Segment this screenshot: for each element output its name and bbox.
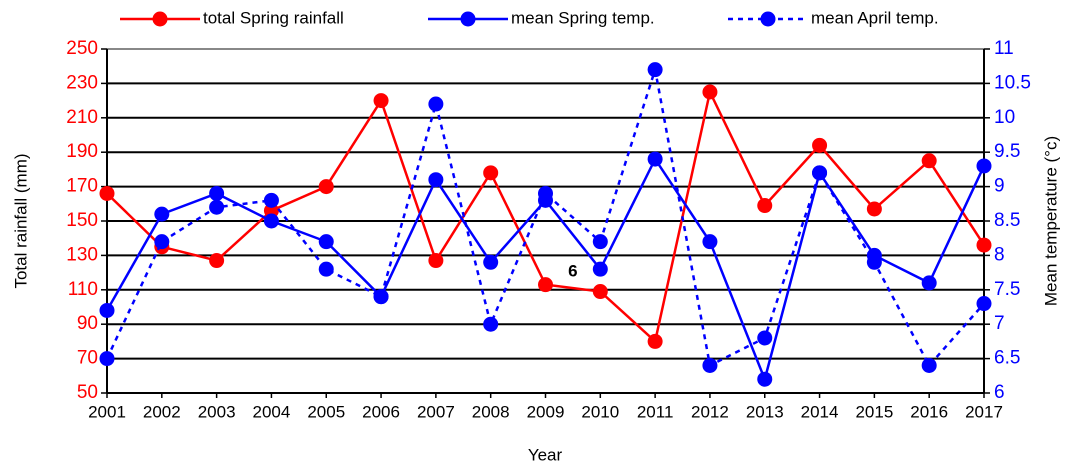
data-point: [209, 253, 225, 269]
y-tick-label: 210: [66, 107, 98, 128]
x-tick-label: 2002: [143, 402, 181, 421]
y2-tick-label: 6: [994, 382, 1005, 403]
data-point: [99, 185, 115, 201]
x-tick-label: 2010: [581, 402, 619, 421]
data-point: [757, 198, 773, 214]
data-point: [154, 234, 170, 250]
data-point: [592, 234, 608, 250]
data-point: [757, 371, 773, 387]
data-point: [757, 330, 773, 346]
data-point: [318, 234, 334, 250]
data-point: [483, 316, 499, 332]
data-point: [538, 277, 553, 293]
y-tick-label: 190: [66, 141, 98, 162]
data-point: [647, 62, 663, 78]
x-tick-label: 2011: [637, 402, 674, 421]
y-tick-label: 170: [66, 176, 98, 197]
y2-tick-label: 8: [994, 244, 1005, 265]
x-tick-label: 2015: [855, 402, 893, 421]
data-point: [921, 275, 937, 291]
x-tick-label: 2017: [965, 402, 1003, 421]
data-point: [99, 302, 115, 318]
data-point: [702, 84, 718, 100]
data-point: [976, 296, 992, 312]
y2-tick-label: 7.5: [994, 279, 1020, 300]
data-point: [263, 192, 279, 208]
data-point: [428, 96, 444, 112]
data-point: [866, 201, 882, 217]
x-tick-label: 2007: [417, 402, 455, 421]
data-point: [647, 151, 663, 167]
data-point: [702, 357, 718, 373]
y2-tick-label: 6.5: [994, 348, 1020, 369]
data-point: [647, 333, 663, 349]
data-point: [263, 203, 279, 219]
x-tick-label: 2003: [198, 402, 236, 421]
data-point: [866, 254, 882, 270]
legend-label: mean April temp.: [811, 8, 939, 27]
data-point: [428, 172, 444, 188]
data-point: [483, 165, 499, 181]
y-tick-label: 50: [77, 382, 98, 403]
legend-label: mean Spring temp.: [511, 8, 655, 27]
data-point: [592, 261, 608, 277]
x-tick-label: 2013: [746, 402, 784, 421]
data-point: [592, 284, 608, 300]
data-point: [318, 261, 334, 277]
y-tick-label: 230: [66, 72, 98, 93]
x-tick-label: 2012: [691, 402, 729, 421]
data-point: [483, 254, 499, 270]
legend-marker: [760, 11, 776, 27]
data-point: [318, 179, 334, 195]
data-point: [209, 185, 225, 201]
legend-marker: [460, 11, 476, 27]
data-point: [99, 351, 115, 367]
y-tick-label: 150: [66, 210, 98, 231]
data-point: [538, 185, 553, 201]
annotation: 6: [568, 261, 577, 280]
y2-tick-label: 10.5: [994, 72, 1031, 93]
y2-tick-label: 11: [994, 38, 1014, 59]
y-axis-label: Total rainfall (mm): [11, 153, 30, 288]
y-tick-label: 130: [66, 244, 98, 265]
legend-label: total Spring rainfall: [203, 8, 344, 27]
series-line: [105, 69, 985, 368]
data-point: [154, 206, 170, 222]
y2-tick-label: 10: [994, 107, 1015, 128]
y-tick-label: 110: [68, 279, 98, 300]
data-point: [209, 199, 225, 215]
data-point: [373, 289, 389, 305]
data-point: [702, 234, 718, 250]
data-point: [976, 158, 992, 174]
x-tick-label: 2009: [527, 402, 565, 421]
x-tick-label: 2006: [362, 402, 400, 421]
data-point: [812, 137, 828, 153]
y2-axis-label: Mean temperature (°c): [1041, 136, 1060, 306]
data-point: [428, 253, 444, 269]
x-tick-label: 2014: [801, 402, 839, 421]
y2-tick-label: 8.5: [994, 210, 1020, 231]
x-tick-label: 2004: [253, 402, 291, 421]
data-point: [921, 153, 937, 169]
y2-tick-label: 9.5: [994, 141, 1020, 162]
x-tick-label: 2005: [307, 402, 345, 421]
data-point: [976, 237, 992, 253]
y-tick-label: 250: [66, 38, 98, 59]
x-tick-label: 2008: [472, 402, 510, 421]
x-axis-label: Year: [528, 445, 563, 464]
data-point: [373, 93, 389, 109]
y2-tick-label: 7: [994, 313, 1005, 334]
data-point: [812, 165, 828, 181]
y-tick-label: 70: [77, 348, 98, 369]
y2-tick-label: 9: [994, 176, 1005, 197]
x-tick-label: 2001: [88, 402, 126, 421]
y-tick-label: 90: [77, 313, 98, 334]
data-point: [263, 213, 279, 229]
legend-marker: [152, 11, 168, 27]
x-tick-label: 2016: [910, 402, 948, 421]
data-point: [921, 357, 937, 373]
